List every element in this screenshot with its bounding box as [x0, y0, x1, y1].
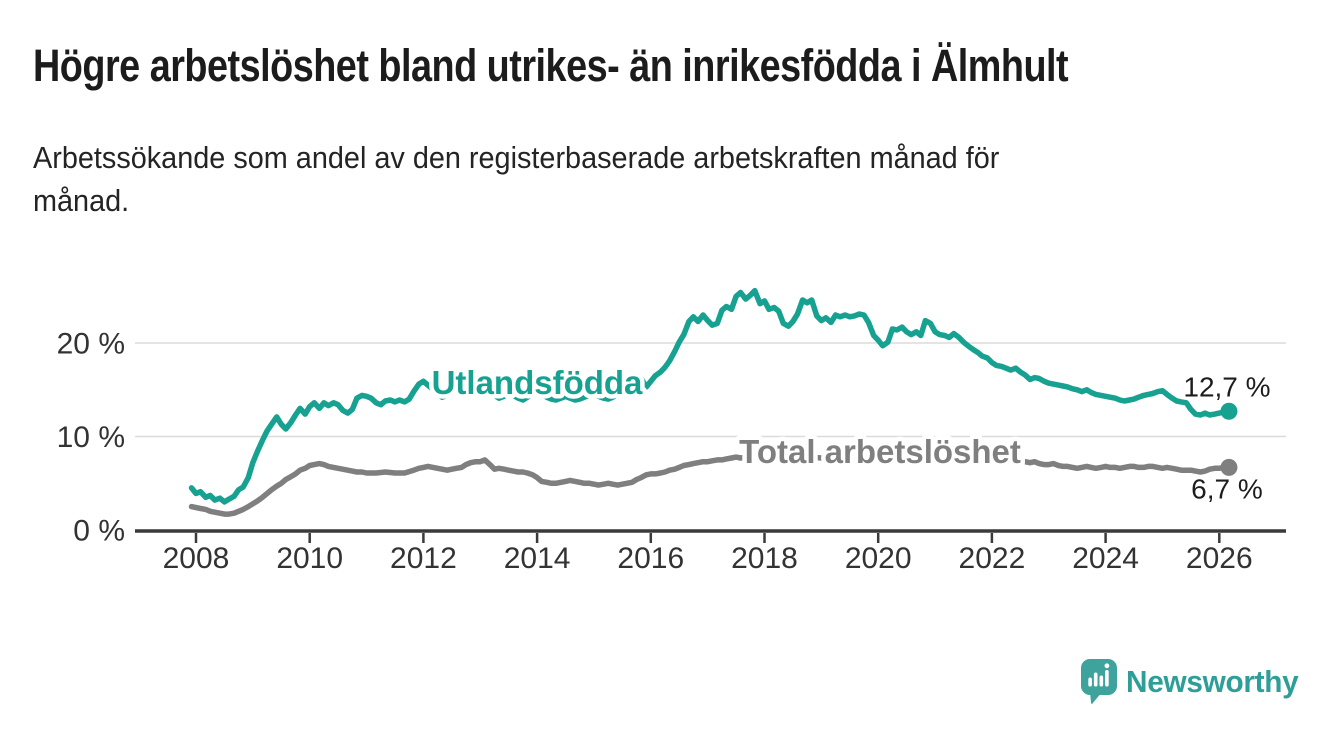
- chart-series-labels: Utlandsfödda Total arbetslöshet: [427, 360, 1025, 475]
- end-value-label-total: 6,7 %: [1191, 473, 1263, 504]
- subtitle-line-2: månad.: [33, 183, 130, 218]
- series-label-utlandsfodda: Utlandsfödda: [432, 364, 643, 401]
- newsworthy-speech-bubble-chart-icon: [1081, 659, 1118, 704]
- x-tick-label-2026: 2026: [1186, 542, 1253, 575]
- x-tick-label-2022: 2022: [959, 542, 1026, 575]
- x-tick-label-2020: 2020: [845, 542, 912, 575]
- end-dot-utlandsfodda: [1220, 402, 1238, 420]
- page-subtitle: Arbetssökande som andel av den registerb…: [33, 136, 999, 222]
- x-tick-label-2014: 2014: [504, 542, 571, 575]
- x-tick-label-2024: 2024: [1072, 542, 1139, 575]
- end-dot-total: [1220, 458, 1238, 476]
- x-tick-label-2012: 2012: [390, 542, 457, 575]
- series-line-utlandsfodda: [188, 287, 1232, 505]
- chart-end-markers: 12,7 % 6,7 %: [1183, 371, 1270, 504]
- x-tick-label-2008: 2008: [163, 542, 230, 575]
- y-tick-label-0: 0 %: [73, 515, 125, 548]
- y-tick-label-10: 10 %: [57, 421, 125, 454]
- page-title: Högre arbetslöshet bland utrikes- än inr…: [33, 40, 1069, 91]
- series-line-total: [188, 445, 1232, 517]
- chart-grid: 0 % 10 % 20 %: [57, 328, 1286, 548]
- series-label-total: Total arbetslöshet: [739, 433, 1021, 470]
- end-value-label-utlandsfodda: 12,7 %: [1183, 371, 1270, 402]
- x-tick-label-2016: 2016: [617, 542, 684, 575]
- chart-series-lines: [188, 287, 1232, 517]
- newsworthy-brand-name: Newsworthy: [1126, 664, 1299, 699]
- x-tick-label-2018: 2018: [731, 542, 798, 575]
- newsworthy-logo[interactable]: Newsworthy: [1081, 659, 1306, 705]
- chart-axes: 2008 2010 2012 2014 2016 2018 2020 2022 2024 2026: [135, 529, 1286, 575]
- x-tick-label-2010: 2010: [276, 542, 343, 575]
- y-tick-label-20: 20 %: [57, 328, 125, 361]
- subtitle-line-1: Arbetssökande som andel av den registerb…: [33, 140, 1000, 175]
